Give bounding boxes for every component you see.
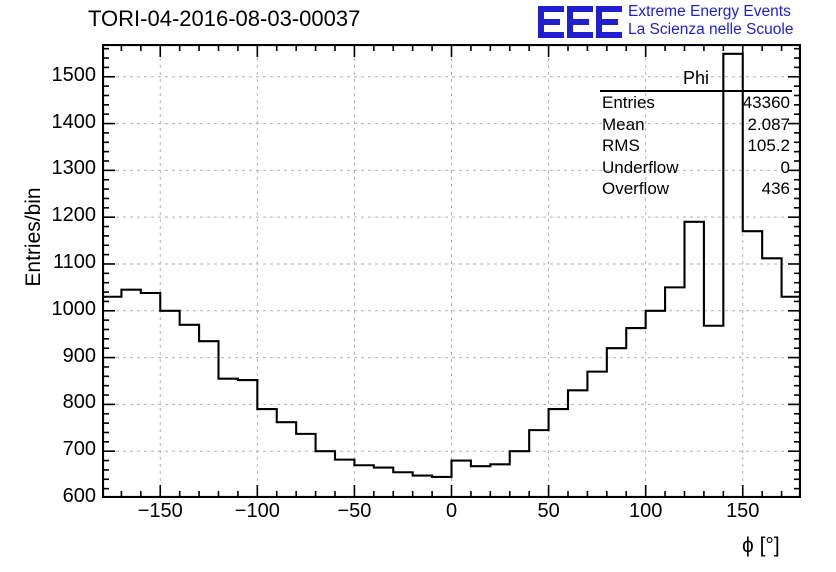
stats-row: Entries 43360 xyxy=(600,92,792,114)
stats-key: RMS xyxy=(602,136,640,155)
x-tick-label: −50 xyxy=(337,500,372,522)
logo-line-2: La Scienza nelle Scuole xyxy=(628,21,794,38)
y-tick-label: 1300 xyxy=(51,157,97,180)
y-tick-label: 1000 xyxy=(51,297,97,320)
stats-box: Phi Entries 43360 Mean 2.087 RMS 105.2 Underfl… xyxy=(600,68,792,200)
histogram-svg xyxy=(102,44,801,498)
stats-value: 2.087 xyxy=(747,114,790,134)
plot-area xyxy=(102,44,801,498)
stats-rows: Entries 43360 Mean 2.087 RMS 105.2 Underflow 0 O… xyxy=(600,92,792,200)
y-tick-label: 1500 xyxy=(51,63,97,86)
stats-row: Mean 2.087 xyxy=(600,114,792,136)
y-tick-label: 600 xyxy=(62,485,96,507)
stats-key: Mean xyxy=(602,114,645,134)
stats-value: 105.2 xyxy=(747,136,790,155)
x-tick-label: 150 xyxy=(726,500,760,522)
x-tick-label: 50 xyxy=(537,500,560,522)
stats-key: Overflow xyxy=(602,179,670,198)
stats-value: 0 xyxy=(780,157,790,177)
x-axis-title: ϕ [°] xyxy=(742,534,780,557)
eee-logo: Extreme Energy Events La Scienza nelle S… xyxy=(538,2,834,42)
stats-value: 436 xyxy=(761,179,790,198)
x-axis-tick-labels: −150 −100 −50 0 50 100 150 xyxy=(102,500,801,528)
y-tick-label: 1100 xyxy=(52,250,96,273)
x-tick-label: 100 xyxy=(628,500,663,522)
stats-row: RMS 105.2 xyxy=(600,135,792,157)
x-tick-label: −150 xyxy=(137,500,183,522)
plot-frame xyxy=(102,44,801,498)
y-tick-label: 1400 xyxy=(51,110,97,133)
y-tick-label: 800 xyxy=(62,391,96,414)
stats-key: Entries xyxy=(602,93,655,112)
x-tick-label: −100 xyxy=(234,500,280,522)
stats-title: Phi xyxy=(600,68,792,92)
histogram-outline xyxy=(102,52,801,478)
y-tick-label: 700 xyxy=(62,438,96,461)
stats-row: Underflow 0 xyxy=(600,157,792,179)
page-title: TORI-04-2016-08-03-00037 xyxy=(88,6,361,31)
y-axis-tick-labels: 600 700 800 900 1000 1100 1200 1300 1400 1500 xyxy=(0,44,97,507)
stats-key: Underflow xyxy=(602,157,679,177)
x-tick-label: 0 xyxy=(445,500,458,522)
eee-logo-text: Extreme Energy Events La Scienza nelle S… xyxy=(628,3,793,39)
eee-logo-mark xyxy=(538,6,622,38)
stats-value: 43360 xyxy=(742,93,790,112)
stats-row: Overflow 436 xyxy=(600,178,792,200)
y-tick-label: 900 xyxy=(62,344,96,367)
y-tick-label: 1200 xyxy=(51,204,97,227)
logo-line-1: Extreme Energy Events xyxy=(628,3,791,20)
